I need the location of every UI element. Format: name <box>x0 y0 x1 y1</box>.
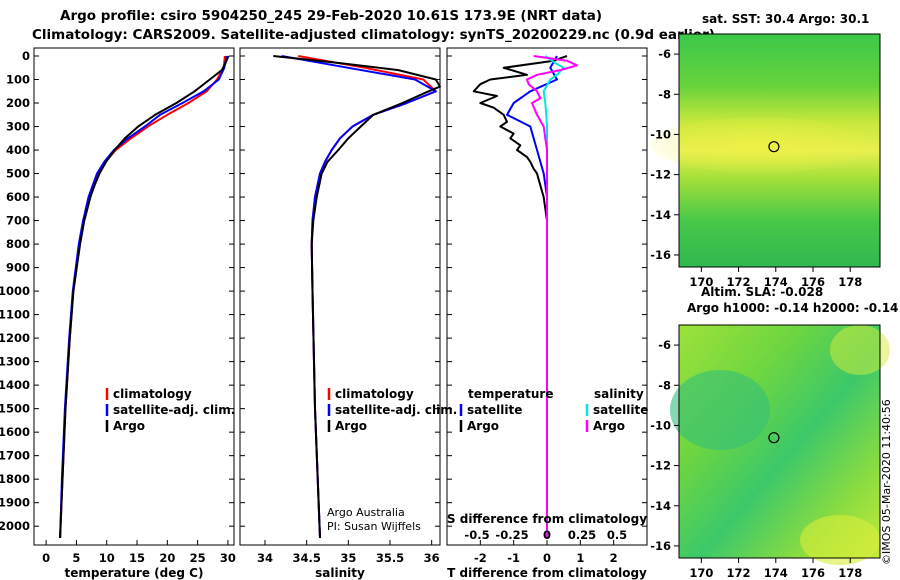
x-tick-label: 34 <box>257 551 273 565</box>
depth-tick-label: 1900 <box>0 496 30 510</box>
depth-tick-label: 1600 <box>0 425 30 439</box>
plot-title-line1: Argo profile: csiro 5904250_245 29-Feb-2… <box>60 8 603 24</box>
x-tick-label: 20 <box>159 551 175 565</box>
x-tick-label: 0 <box>42 551 50 565</box>
legend-item: satellite-adj. clim. <box>335 403 457 417</box>
legend-item: Argo <box>113 419 145 433</box>
depth-tick-label: 400 <box>6 143 30 157</box>
x-tick-label: 35.5 <box>376 551 404 565</box>
legend-item: satellite <box>467 403 522 417</box>
depth-tick-label: 700 <box>6 214 30 228</box>
series-line-t-satellite <box>506 55 558 538</box>
depth-tick-label: 300 <box>6 120 30 134</box>
x-tick-label: 36 <box>424 551 440 565</box>
legend-item: Argo <box>593 419 625 433</box>
x-tick-label: 35 <box>340 551 356 565</box>
x-tick-label: 25 <box>190 551 206 565</box>
panel-frame <box>239 47 441 546</box>
panel-frame <box>33 47 235 546</box>
depth-tick-label: 1700 <box>0 449 30 463</box>
depth-tick-label: 0 <box>22 49 30 63</box>
depth-tick-label: 200 <box>6 96 30 110</box>
depth-tick-label: 2000 <box>0 519 30 533</box>
series-line-argo <box>59 55 230 538</box>
depth-tick-label: 1400 <box>0 378 30 392</box>
series-line-s-argo <box>526 55 578 538</box>
sla-map-title-line1: Altim. SLA: -0.028 <box>701 285 824 299</box>
x-tick-label: 30 <box>220 551 236 565</box>
series-line-t-argo <box>472 55 568 538</box>
depth-tick-label: 1100 <box>0 308 30 322</box>
depth-tick-label: 900 <box>6 261 30 275</box>
x2-tick-label: -0.25 <box>495 528 528 542</box>
series-line-climatology <box>298 55 437 538</box>
x-axis-label: T difference from climatology <box>447 566 647 580</box>
legend-header-temperature: temperature <box>468 387 553 401</box>
depth-tick-label: 1000 <box>0 284 30 298</box>
x-tick-label: 2 <box>610 551 618 565</box>
legend-header-salinity: salinity <box>594 387 644 401</box>
imos-timestamp: ©IMOS 05-Mar-2020 11:40:56 <box>880 399 893 565</box>
legend-item: satellite-adj. clim. <box>113 403 235 417</box>
x-tick-label: -1 <box>507 551 520 565</box>
series-line-argo <box>273 55 441 538</box>
sst-map-title: sat. SST: 30.4 Argo: 30.1 <box>702 12 870 26</box>
depth-tick-label: 600 <box>6 190 30 204</box>
depth-tick-label: 500 <box>6 167 30 181</box>
x2-axis-label: S difference from climatology <box>447 512 647 526</box>
x2-tick-label: -0.5 <box>464 528 489 542</box>
legend-item: climatology <box>113 387 192 401</box>
x-tick-label: 1 <box>576 551 584 565</box>
series-line-satellite-adj-clim- <box>59 55 228 538</box>
x-axis-label: salinity <box>315 566 365 580</box>
x-tick-label: 34.5 <box>292 551 320 565</box>
depth-tick-label: 1800 <box>0 472 30 486</box>
x2-tick-label: 0 <box>543 528 551 542</box>
argo-note: PI: Susan Wijffels <box>327 520 421 533</box>
legend-item: climatology <box>335 387 414 401</box>
depth-tick-label: 1300 <box>0 355 30 369</box>
depth-tick-label: 100 <box>6 73 30 87</box>
legend-item: Argo <box>467 419 499 433</box>
x-tick-label: 10 <box>99 551 115 565</box>
depth-tick-label: 800 <box>6 237 30 251</box>
depth-tick-label: 1200 <box>0 331 30 345</box>
x2-tick-label: 0.5 <box>607 528 627 542</box>
x-tick-label: 0 <box>543 551 551 565</box>
x-tick-label: -2 <box>474 551 487 565</box>
legend-item: Argo <box>335 419 367 433</box>
argo-note: Argo Australia <box>327 506 405 519</box>
depth-tick-label: 1500 <box>0 402 30 416</box>
sla-map-title-line2: Argo h1000: -0.14 h2000: -0.14 <box>687 301 899 315</box>
x2-tick-label: 0.25 <box>568 528 596 542</box>
x-tick-label: 5 <box>72 551 80 565</box>
plot-title-line2: Climatology: CARS2009. Satellite-adjuste… <box>32 27 715 43</box>
x-axis-label: temperature (deg C) <box>65 566 204 580</box>
x-tick-label: 15 <box>129 551 145 565</box>
legend-item: satellite <box>593 403 648 417</box>
